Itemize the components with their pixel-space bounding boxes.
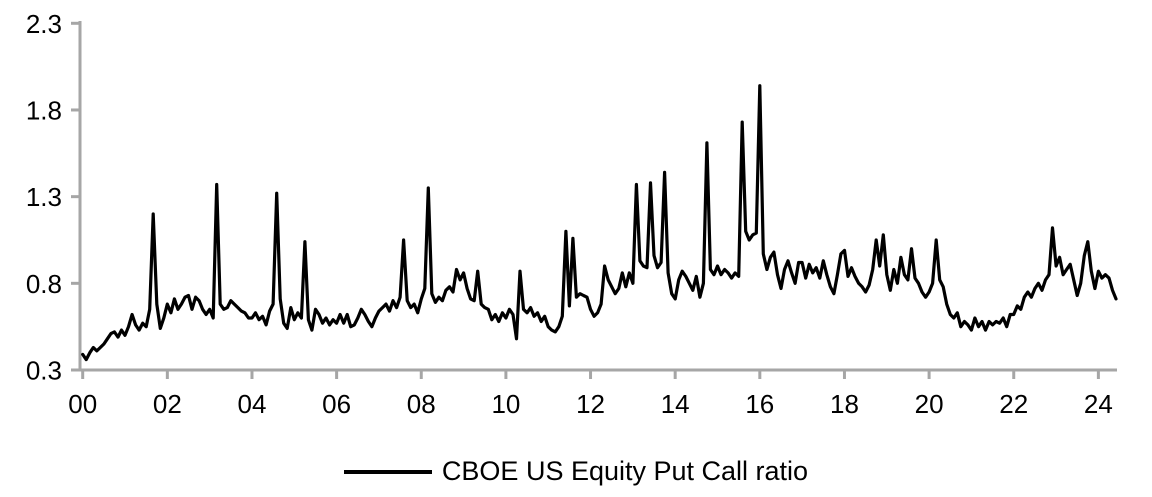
x-tick-label: 06 [322,389,351,419]
y-tick-label: 0.3 [26,356,62,386]
x-tick-label: 20 [915,389,944,419]
chart-legend: CBOE US Equity Put Call ratio [0,456,1152,487]
legend-label: CBOE US Equity Put Call ratio [441,456,809,486]
series-line-put-call-ratio [81,84,1118,362]
x-tick-label: 22 [999,389,1028,419]
legend-line-sample [343,469,432,474]
y-tick-label: 1.3 [26,182,62,212]
x-tick-label: 16 [745,389,774,419]
x-tick-label: 18 [830,389,859,419]
y-tick-label: 0.8 [26,269,62,299]
x-tick-label: 04 [238,389,267,419]
x-tick-label: 24 [1084,389,1113,419]
x-tick-label: 00 [68,389,97,419]
x-tick-label: 08 [407,389,436,419]
x-tick-label: 12 [576,389,605,419]
y-tick-label: 1.8 [26,95,62,125]
x-tick-label: 14 [661,389,690,419]
x-tick-label: 10 [491,389,520,419]
x-tick-label: 02 [153,389,182,419]
y-tick-label: 2.3 [26,9,62,39]
